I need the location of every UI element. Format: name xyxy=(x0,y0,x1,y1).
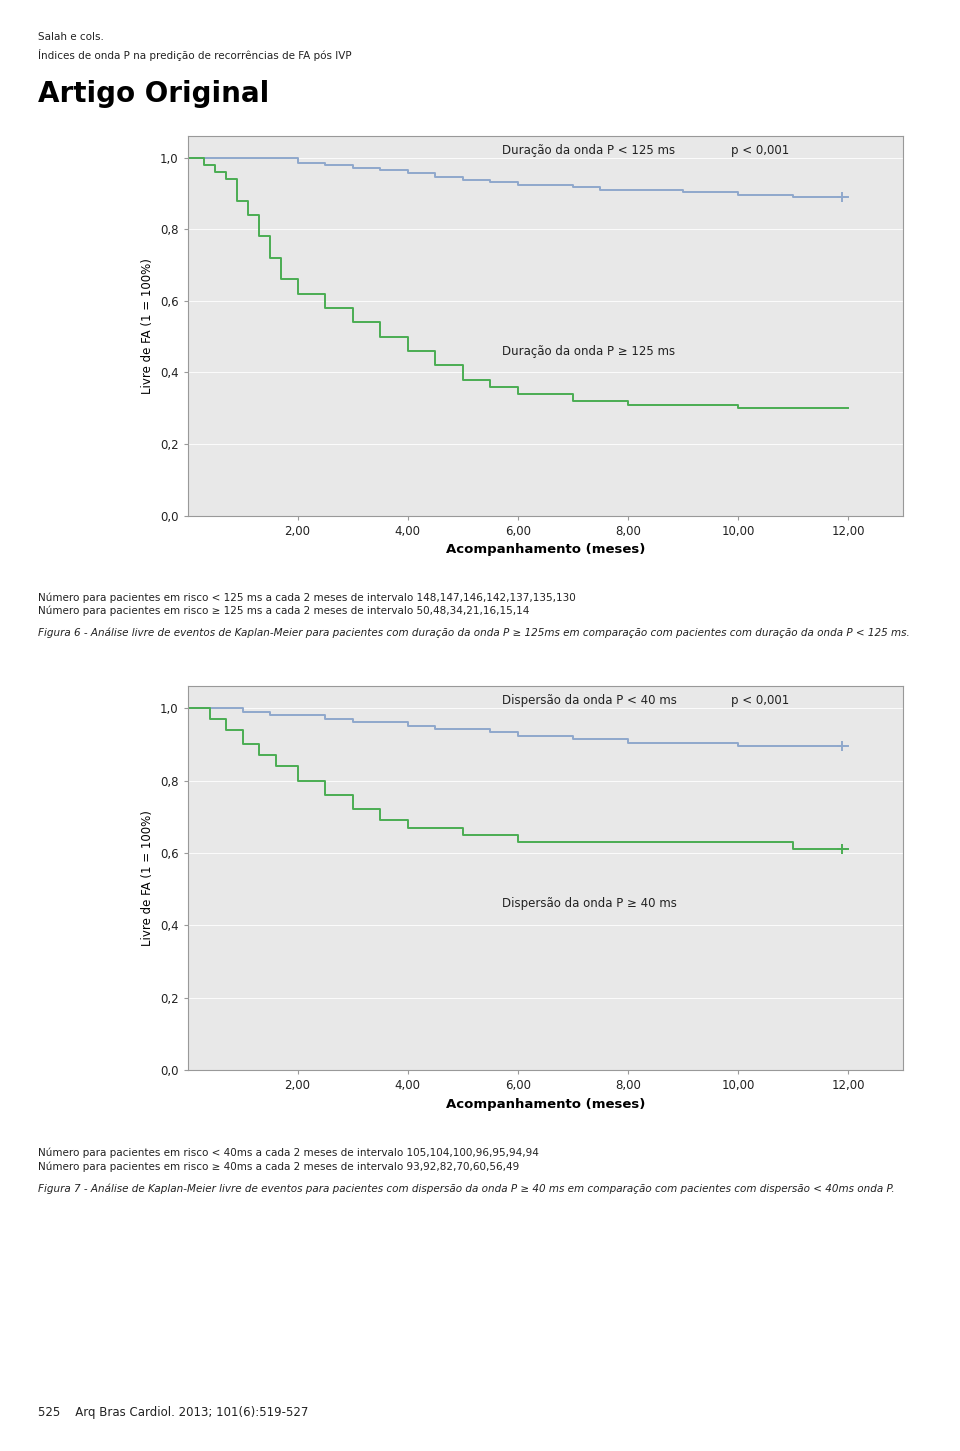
Text: Dispersão da onda P < 40 ms: Dispersão da onda P < 40 ms xyxy=(502,694,677,707)
Text: Duração da onda P ≥ 125 ms: Duração da onda P ≥ 125 ms xyxy=(502,345,676,358)
Text: Duração da onda P < 125 ms: Duração da onda P < 125 ms xyxy=(502,144,676,157)
Text: Número para pacientes em risco ≥ 125 ms a cada 2 meses de intervalo 50,48,34,21,: Número para pacientes em risco ≥ 125 ms … xyxy=(38,607,530,617)
Text: Número para pacientes em risco < 125 ms a cada 2 meses de intervalo 148,147,146,: Número para pacientes em risco < 125 ms … xyxy=(38,592,576,602)
Y-axis label: Livre de FA (1 = 100%): Livre de FA (1 = 100%) xyxy=(141,258,155,393)
Text: Figura 6 - Análise livre de eventos de Kaplan-Meier para pacientes com duração d: Figura 6 - Análise livre de eventos de K… xyxy=(38,628,910,638)
Text: p < 0,001: p < 0,001 xyxy=(732,694,789,707)
Text: Figura 7 - Análise de Kaplan-Meier livre de eventos para pacientes com dispersão: Figura 7 - Análise de Kaplan-Meier livre… xyxy=(38,1183,895,1194)
Text: Número para pacientes em risco < 40ms a cada 2 meses de intervalo 105,104,100,96: Número para pacientes em risco < 40ms a … xyxy=(38,1148,540,1158)
Text: 525    Arq Bras Cardiol. 2013; 101(6):519-527: 525 Arq Bras Cardiol. 2013; 101(6):519-5… xyxy=(38,1406,309,1419)
X-axis label: Acompanhamento (meses): Acompanhamento (meses) xyxy=(445,1097,645,1110)
Y-axis label: Livre de FA (1 = 100%): Livre de FA (1 = 100%) xyxy=(141,810,155,946)
Text: Número para pacientes em risco ≥ 40ms a cada 2 meses de intervalo 93,92,82,70,60: Número para pacientes em risco ≥ 40ms a … xyxy=(38,1162,519,1172)
X-axis label: Acompanhamento (meses): Acompanhamento (meses) xyxy=(445,543,645,556)
Text: Salah e cols.: Salah e cols. xyxy=(38,32,105,42)
Text: Artigo Original: Artigo Original xyxy=(38,80,270,107)
Text: Índices de onda P na predição de recorrências de FA pós IVP: Índices de onda P na predição de recorrê… xyxy=(38,49,352,61)
Text: Dispersão da onda P ≥ 40 ms: Dispersão da onda P ≥ 40 ms xyxy=(502,897,677,910)
Text: p < 0,001: p < 0,001 xyxy=(732,144,789,157)
